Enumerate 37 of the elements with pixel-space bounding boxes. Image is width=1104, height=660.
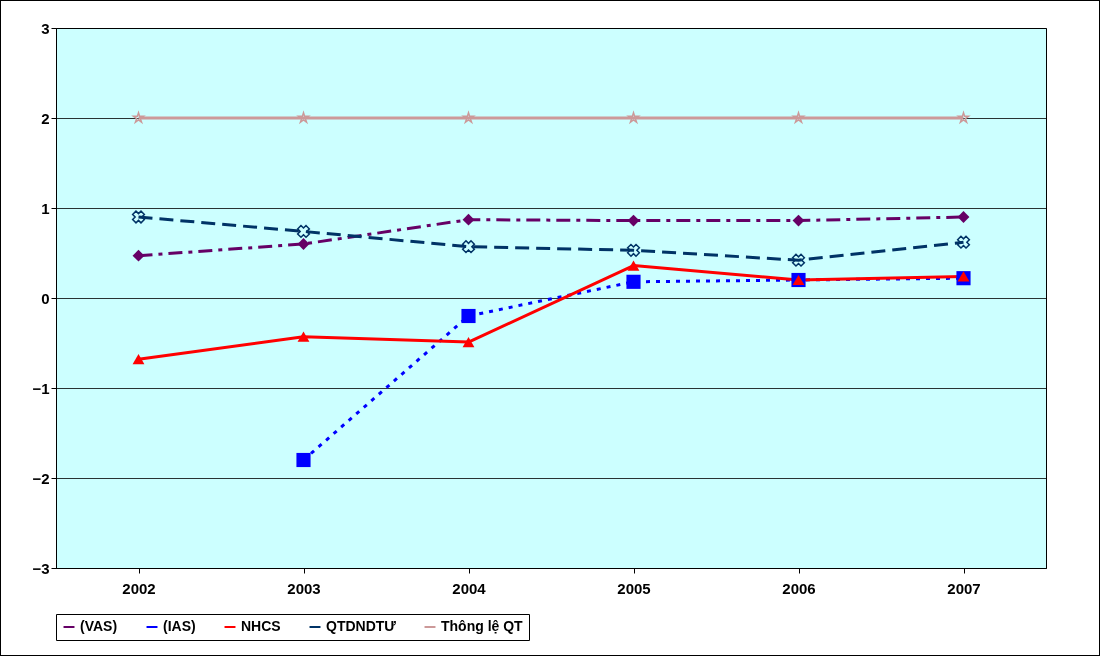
x-tick-label: 2005 bbox=[617, 579, 651, 597]
point bbox=[461, 308, 476, 324]
point bbox=[957, 271, 970, 282]
point bbox=[131, 210, 146, 224]
legend-label: NHCS bbox=[241, 618, 281, 634]
point bbox=[297, 331, 310, 342]
point bbox=[297, 238, 310, 250]
x-tick-label: 2004 bbox=[452, 579, 487, 597]
point bbox=[957, 211, 970, 223]
point bbox=[296, 452, 311, 468]
point bbox=[792, 214, 805, 227]
legend-label: QTDNDTƯ bbox=[326, 618, 397, 634]
point bbox=[462, 213, 475, 226]
y-tick-label: 1 bbox=[41, 199, 50, 217]
point bbox=[461, 240, 476, 254]
point bbox=[296, 224, 311, 239]
y-tick-label: 2 bbox=[41, 109, 50, 127]
point bbox=[462, 336, 475, 348]
y-tick-label: −1 bbox=[32, 379, 50, 397]
point bbox=[791, 253, 806, 267]
y-tick-label: 3 bbox=[41, 19, 50, 37]
point bbox=[132, 354, 145, 365]
point bbox=[626, 243, 641, 257]
point bbox=[132, 249, 145, 262]
x-tick-label: 2002 bbox=[122, 579, 156, 597]
point bbox=[956, 235, 971, 249]
x-tick-label: 2006 bbox=[782, 579, 816, 597]
y-tick-label: −2 bbox=[32, 469, 50, 487]
legend-label: (IAS) bbox=[163, 618, 196, 634]
legend-label: (VAS) bbox=[80, 618, 118, 634]
point bbox=[626, 274, 641, 289]
x-tick-label: 2003 bbox=[287, 579, 321, 597]
point bbox=[627, 260, 640, 271]
y-tick-label: 0 bbox=[41, 289, 50, 307]
legend-label: Thông lệ QT bbox=[441, 618, 524, 634]
x-tick-label: 2007 bbox=[947, 579, 981, 597]
y-tick-label: −3 bbox=[32, 559, 50, 577]
